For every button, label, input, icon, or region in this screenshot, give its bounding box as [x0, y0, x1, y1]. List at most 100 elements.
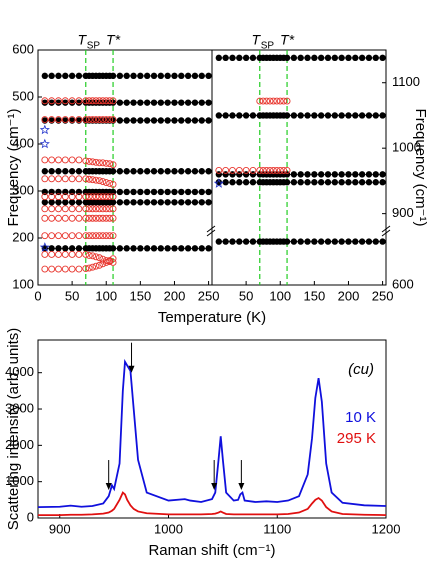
- break-mark: [206, 225, 216, 233]
- open-point: [89, 97, 97, 105]
- filled-point: [249, 54, 257, 62]
- filled-point: [171, 99, 178, 106]
- filled-point: [68, 245, 76, 252]
- y-tick-label: 1000: [5, 473, 34, 488]
- filled-point: [123, 168, 130, 175]
- filled-point: [290, 171, 298, 178]
- filled-point: [229, 54, 236, 62]
- open-point: [75, 250, 83, 258]
- filled-point: [143, 117, 151, 124]
- filled-point: [62, 99, 69, 106]
- filled-point: [143, 99, 151, 106]
- filled-point: [191, 99, 199, 106]
- filled-point: [365, 171, 373, 178]
- filled-point: [171, 168, 178, 175]
- open-point: [85, 232, 93, 240]
- open-point: [68, 193, 76, 201]
- open-point: [82, 214, 90, 222]
- open-point: [106, 160, 114, 168]
- filled-point: [191, 72, 199, 80]
- filled-point: [198, 72, 205, 80]
- filled-point: [68, 168, 76, 175]
- filled-point: [311, 238, 318, 245]
- filled-point: [304, 179, 311, 186]
- open-point: [61, 175, 69, 183]
- filled-point: [157, 188, 165, 196]
- filled-point: [379, 171, 386, 178]
- filled-point: [55, 188, 62, 196]
- open-point: [55, 205, 62, 213]
- open-point: [85, 264, 93, 272]
- open-point: [109, 255, 117, 263]
- filled-point: [358, 112, 366, 119]
- filled-point: [150, 199, 158, 206]
- open-point: [82, 193, 90, 201]
- filled-point: [317, 54, 325, 62]
- filled-point: [164, 199, 171, 206]
- filled-point: [157, 199, 165, 206]
- filled-point: [304, 112, 311, 119]
- arrow-head: [105, 483, 112, 491]
- open-point: [75, 265, 83, 273]
- filled-point: [352, 112, 359, 119]
- filled-point: [116, 245, 124, 252]
- filled-point: [137, 188, 144, 196]
- open-point: [106, 97, 114, 105]
- open-point: [68, 232, 76, 240]
- filled-point: [205, 199, 212, 206]
- filled-point: [171, 117, 178, 124]
- open-point: [55, 214, 62, 222]
- open-point: [102, 193, 110, 201]
- filled-point: [297, 179, 304, 186]
- open-point: [55, 116, 62, 124]
- y-tick-label: 3000: [5, 400, 34, 415]
- filled-point: [358, 179, 366, 186]
- filled-point: [68, 99, 76, 106]
- filled-point: [123, 117, 130, 124]
- arrow-head: [211, 483, 218, 491]
- filled-point: [143, 168, 151, 175]
- open-point: [266, 166, 274, 174]
- open-point: [41, 193, 49, 201]
- open-point: [269, 166, 277, 174]
- open-point: [92, 232, 100, 240]
- y-tick-label: 1000: [392, 140, 421, 155]
- open-point: [109, 214, 117, 222]
- open-point: [48, 175, 56, 183]
- open-point: [283, 97, 291, 105]
- filled-point: [352, 171, 359, 178]
- open-point: [48, 193, 56, 201]
- filled-point: [157, 99, 165, 106]
- filled-point: [338, 238, 345, 245]
- open-point: [280, 166, 288, 174]
- filled-point: [229, 238, 236, 245]
- filled-point: [75, 99, 83, 106]
- open-point: [256, 97, 264, 105]
- filled-point: [178, 199, 185, 206]
- open-point: [273, 166, 281, 174]
- open-point: [55, 175, 62, 183]
- open-point: [48, 97, 56, 105]
- filled-point: [338, 54, 345, 62]
- filled-point: [317, 112, 325, 119]
- open-point: [55, 193, 62, 201]
- open-point: [85, 175, 93, 183]
- y-tick-label: 900: [392, 205, 414, 220]
- open-point: [89, 214, 97, 222]
- filled-point: [338, 171, 345, 178]
- x-tick-label: 0: [34, 288, 41, 303]
- filled-point: [55, 199, 62, 206]
- filled-point: [365, 54, 373, 62]
- open-point: [89, 263, 97, 271]
- filled-point: [345, 112, 352, 119]
- filled-point: [249, 112, 257, 119]
- open-point: [89, 193, 97, 201]
- filled-point: [137, 245, 144, 252]
- filled-point: [150, 117, 158, 124]
- filled-point: [116, 117, 124, 124]
- break-mark: [206, 229, 216, 237]
- arrow-head: [238, 483, 245, 491]
- open-point: [280, 97, 288, 105]
- open-point: [89, 158, 97, 166]
- filled-point: [150, 99, 158, 106]
